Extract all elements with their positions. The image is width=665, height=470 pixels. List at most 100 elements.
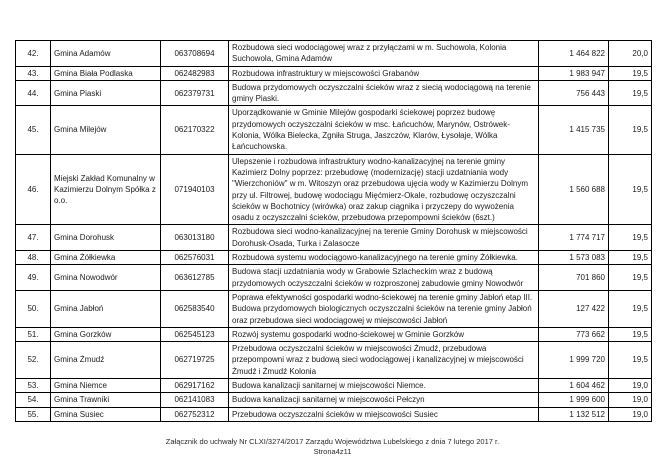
cell-code: 062752312	[160, 406, 229, 422]
page-footer: Załącznik do uchwały Nr CLXI/3274/2017 Z…	[0, 437, 665, 457]
cell-name: Gmina Nowodwór	[50, 264, 161, 291]
cell-code: 071940103	[160, 153, 229, 226]
cell-code: 063013180	[160, 224, 229, 252]
cell-name: Gmina Niemce	[50, 378, 161, 394]
cell-no: 47.	[15, 224, 51, 252]
cell-no: 46.	[15, 153, 51, 226]
table-row: 53. Gmina Niemce 062917162 Budowa kanalizac…	[15, 378, 652, 394]
cell-score: 19,5	[608, 65, 652, 81]
cell-description: Budowa kanalizacji sanitarnej w miejscow…	[228, 378, 539, 394]
cell-no: 49.	[15, 264, 51, 291]
cell-no: 51.	[15, 326, 51, 343]
cell-amount: 1 464 822	[538, 40, 609, 67]
cell-description: Budowa stacji uzdatniania wody w Grabowi…	[228, 264, 539, 291]
cell-no: 52.	[15, 341, 51, 380]
cell-name: Gmina Jabłoń	[50, 289, 161, 328]
table-row: 49. Gmina Nowodwór 063612785 Budowa stacji …	[15, 264, 652, 291]
cell-description: Ulepszenie i rozbudowa infrastruktury wo…	[228, 153, 539, 226]
cell-amount: 1 774 717	[538, 224, 609, 252]
cell-description: Poprawa efektywności gospodarki wodno-śc…	[228, 289, 539, 328]
cell-name: Gmina Susiec	[50, 406, 161, 422]
cell-amount: 1 132 512	[538, 406, 609, 422]
cell-amount: 701 860	[538, 264, 609, 291]
cell-amount: 1 573 083	[538, 250, 609, 266]
cell-name: Gmina Dorohusk	[50, 224, 161, 252]
projects-table-body: 42. Gmina Adamów 063708694 Rozbudowa sieci …	[15, 40, 652, 422]
cell-description: Budowa kanalizacji sanitarnej w miejscow…	[228, 392, 539, 408]
table-row: 51. Gmina Gorzków 062545123 Rozwój systemu …	[15, 326, 652, 343]
cell-score: 19,0	[608, 378, 652, 394]
cell-score: 19,5	[608, 341, 652, 380]
cell-score: 19,5	[608, 105, 652, 155]
table-row: 50. Gmina Jabłoń 062583540 Poprawa efektywn…	[15, 289, 652, 328]
cell-name: Miejski Zakład Komunalny w Kazimierzu Do…	[50, 153, 161, 226]
table-row: 52. Gmina Żmudź 062719725 Przebudowa oczysz…	[15, 341, 652, 380]
cell-no: 44.	[15, 79, 51, 107]
cell-code: 063708694	[160, 40, 229, 67]
projects-table: 42. Gmina Adamów 063708694 Rozbudowa sieci …	[15, 40, 652, 422]
cell-code: 062917162	[160, 378, 229, 394]
cell-no: 43.	[15, 65, 51, 81]
table-row: 43. Gmina Biała Podlaska 062482983 Rozbudow…	[15, 65, 652, 81]
cell-score: 19,5	[608, 79, 652, 107]
cell-score: 19,5	[608, 224, 652, 252]
cell-amount: 1 999 600	[538, 392, 609, 408]
cell-amount: 1 983 947	[538, 65, 609, 81]
cell-score: 19,5	[608, 326, 652, 343]
cell-description: Rozwój systemu gospodarki wodno-ściekowe…	[228, 326, 539, 343]
cell-name: Gmina Żółkiewka	[50, 250, 161, 266]
cell-description: Rozbudowa infrastruktury w miejscowości …	[228, 65, 539, 81]
cell-score: 20,0	[608, 40, 652, 67]
cell-amount: 127 422	[538, 289, 609, 328]
cell-description: Przebudowa oczyszczalni ścieków w miejsc…	[228, 341, 539, 380]
cell-amount: 1 415 735	[538, 105, 609, 155]
table-row: 44. Gmina Piaski 062379731 Budowa przydomow…	[15, 79, 652, 107]
table-row: 47. Gmina Dorohusk 063013180 Rozbudowa siec…	[15, 224, 652, 252]
cell-code: 063612785	[160, 264, 229, 291]
cell-description: Uporządkowanie w Gminie Milejów gospodar…	[228, 105, 539, 155]
cell-score: 19,5	[608, 264, 652, 291]
cell-description: Rozbudowa sieci wodociągowej wraz z przy…	[228, 40, 539, 67]
cell-no: 42.	[15, 40, 51, 67]
table-row: 54. Gmina Trawniki 062141083 Budowa kanaliz…	[15, 392, 652, 408]
cell-name: Gmina Gorzków	[50, 326, 161, 343]
cell-score: 19,0	[608, 406, 652, 422]
cell-score: 19,5	[608, 289, 652, 328]
cell-no: 53.	[15, 378, 51, 394]
footer-attachment-note: Załącznik do uchwały Nr CLXI/3274/2017 Z…	[165, 437, 500, 446]
table-row: 42. Gmina Adamów 063708694 Rozbudowa sieci …	[15, 40, 652, 67]
cell-description: Rozbudowa systemu wodociągowo-kanalizacy…	[228, 250, 539, 266]
cell-name: Gmina Żmudź	[50, 341, 161, 380]
footer-page-number: Strona4z11	[313, 447, 352, 456]
cell-score: 19,0	[608, 392, 652, 408]
cell-name: Gmina Adamów	[50, 40, 161, 67]
cell-no: 48.	[15, 250, 51, 266]
table-row: 55. Gmina Susiec 062752312 Przebudowa oczys…	[15, 406, 652, 422]
cell-code: 062545123	[160, 326, 229, 343]
cell-code: 062482983	[160, 65, 229, 81]
cell-name: Gmina Trawniki	[50, 392, 161, 408]
cell-name: Gmina Milejów	[50, 105, 161, 155]
cell-description: Przebudowa oczyszczalni ścieków w miejsc…	[228, 406, 539, 422]
table-row: 46. Miejski Zakład Komunalny w Kazimierzu…	[15, 153, 652, 226]
cell-code: 062170322	[160, 105, 229, 155]
cell-score: 19,5	[608, 250, 652, 266]
cell-amount: 1 999 720	[538, 341, 609, 380]
cell-code: 062576031	[160, 250, 229, 266]
cell-amount: 1 560 688	[538, 153, 609, 226]
cell-name: Gmina Biała Podlaska	[50, 65, 161, 81]
cell-name: Gmina Piaski	[50, 79, 161, 107]
cell-amount: 773 662	[538, 326, 609, 343]
cell-amount: 1 604 462	[538, 378, 609, 394]
cell-code: 062583540	[160, 289, 229, 328]
cell-no: 55.	[15, 406, 51, 422]
table-row: 48. Gmina Żółkiewka 062576031 Rozbudowa sys…	[15, 250, 652, 266]
table-row: 45. Gmina Milejów 062170322 Uporządkowanie …	[15, 105, 652, 155]
cell-code: 062141083	[160, 392, 229, 408]
cell-score: 19,5	[608, 153, 652, 226]
cell-amount: 756 443	[538, 79, 609, 107]
cell-description: Budowa przydomowych oczyszczalni ścieków…	[228, 79, 539, 107]
cell-code: 062379731	[160, 79, 229, 107]
cell-no: 54.	[15, 392, 51, 408]
